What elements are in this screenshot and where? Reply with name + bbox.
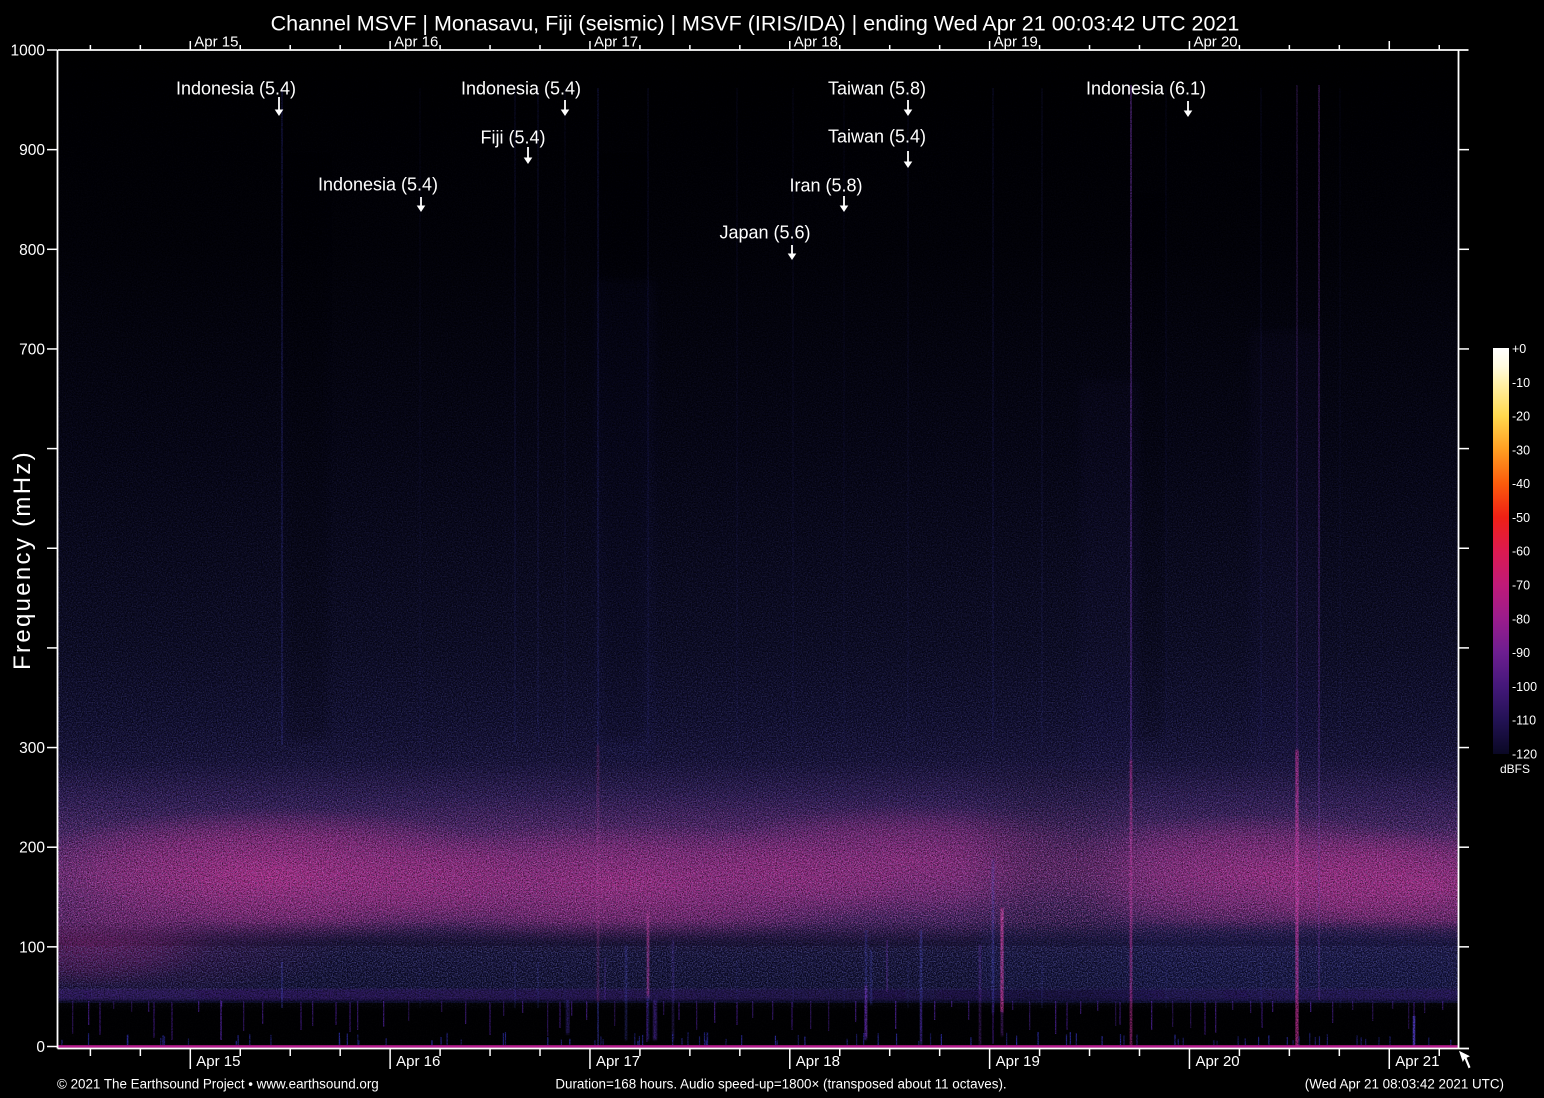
svg-text:-70: -70 (1512, 579, 1530, 593)
svg-text:-40: -40 (1512, 477, 1530, 491)
svg-text:Apr 18: Apr 18 (796, 1053, 840, 1070)
svg-text:-30: -30 (1512, 443, 1530, 457)
svg-text:-10: -10 (1512, 376, 1530, 390)
svg-text:-120: -120 (1512, 747, 1537, 761)
svg-text:© 2021 The Earthsound Project: © 2021 The Earthsound Project • www.eart… (57, 1077, 379, 1092)
svg-text:Apr 15: Apr 15 (196, 1053, 240, 1070)
svg-text:Indonesia (6.1): Indonesia (6.1) (1086, 79, 1206, 99)
svg-text:Apr 15: Apr 15 (194, 34, 238, 51)
svg-text:800: 800 (19, 242, 45, 259)
svg-text:Apr 17: Apr 17 (596, 1053, 640, 1070)
svg-text:900: 900 (19, 142, 45, 159)
svg-text:-50: -50 (1512, 511, 1530, 525)
svg-text:Apr 21: Apr 21 (1395, 1053, 1439, 1070)
svg-text:Apr 20: Apr 20 (1193, 34, 1237, 51)
svg-text:Japan (5.6): Japan (5.6) (719, 223, 810, 243)
svg-text:Apr 19: Apr 19 (994, 34, 1038, 51)
svg-text:Iran (5.8): Iran (5.8) (789, 176, 862, 196)
svg-text:-90: -90 (1512, 646, 1530, 660)
svg-text:1000: 1000 (11, 43, 46, 60)
svg-text:100: 100 (19, 939, 45, 956)
svg-text:Channel MSVF | Monasavu, Fiji: Channel MSVF | Monasavu, Fiji (seismic) … (271, 12, 1240, 36)
svg-text:Apr 17: Apr 17 (594, 34, 638, 51)
svg-text:Apr 16: Apr 16 (394, 34, 438, 51)
svg-text:Taiwan (5.8): Taiwan (5.8) (828, 79, 926, 99)
svg-text:+0: +0 (1512, 342, 1526, 356)
svg-text:Apr 16: Apr 16 (396, 1053, 440, 1070)
svg-text:300: 300 (19, 740, 45, 757)
svg-text:Apr 19: Apr 19 (996, 1053, 1040, 1070)
svg-text:-60: -60 (1512, 545, 1530, 559)
svg-text:Indonesia (5.4): Indonesia (5.4) (318, 175, 438, 195)
svg-text:200: 200 (19, 840, 45, 857)
svg-text:Apr 18: Apr 18 (794, 34, 838, 51)
svg-text:-20: -20 (1512, 410, 1530, 424)
svg-text:Frequency (mHz): Frequency (mHz) (9, 450, 36, 670)
svg-text:700: 700 (19, 341, 45, 358)
svg-text:Taiwan (5.4): Taiwan (5.4) (828, 127, 926, 147)
svg-text:(Wed Apr 21 08:03:42 2021 UTC): (Wed Apr 21 08:03:42 2021 UTC) (1305, 1077, 1504, 1092)
svg-text:Duration=168 hours. Audio spee: Duration=168 hours. Audio speed-up=1800×… (555, 1077, 1006, 1092)
svg-text:-80: -80 (1512, 612, 1530, 626)
svg-text:Apr 20: Apr 20 (1195, 1053, 1239, 1070)
svg-text:0: 0 (36, 1039, 45, 1056)
svg-text:Indonesia (5.4): Indonesia (5.4) (461, 79, 581, 99)
svg-text:Fiji (5.4): Fiji (5.4) (480, 128, 545, 148)
svg-text:Indonesia (5.4): Indonesia (5.4) (176, 79, 296, 99)
svg-text:dBFS: dBFS (1500, 762, 1530, 776)
svg-text:-110: -110 (1512, 714, 1536, 728)
svg-text:-100: -100 (1512, 680, 1537, 694)
